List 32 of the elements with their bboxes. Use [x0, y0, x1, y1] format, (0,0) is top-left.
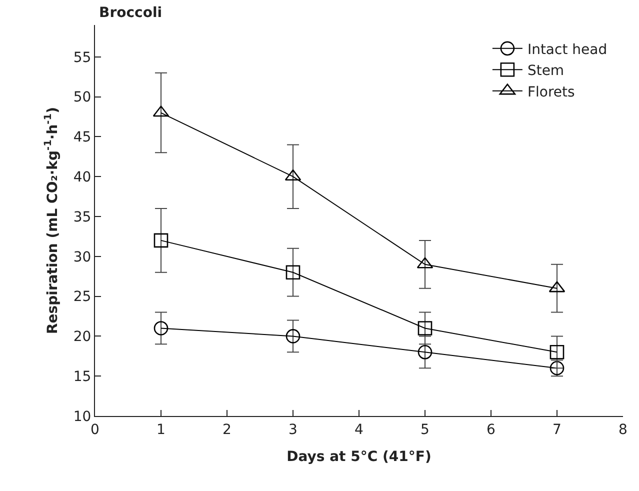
y-tick-label: 15 [73, 369, 92, 385]
y-tick-label: 50 [73, 90, 92, 106]
x-tick-label: 2 [222, 422, 232, 438]
point [418, 321, 432, 336]
x-tick-label: 0 [90, 422, 100, 438]
y-tick-label: 40 [73, 170, 92, 186]
x-tick-label: 4 [354, 422, 364, 438]
point [284, 169, 302, 181]
point [550, 345, 564, 360]
point [154, 233, 168, 248]
y-tick-label: 55 [73, 50, 92, 66]
y-tick-label: 20 [73, 329, 92, 346]
y-tick-label: 25 [73, 289, 92, 306]
x-tick-label: 7 [552, 422, 562, 438]
point [286, 329, 300, 344]
x-tick-label: 5 [420, 422, 430, 438]
legend-label: Florets [527, 84, 575, 100]
x-tick-label: 6 [486, 422, 496, 438]
y-tick-label: 10 [73, 408, 92, 425]
point [418, 345, 432, 360]
y-tick-label: 45 [73, 130, 92, 146]
y-tick-label: 30 [73, 249, 92, 266]
chart-title: Broccoli [99, 5, 162, 22]
y-tick-label: 35 [73, 209, 92, 226]
x-tick-label: 1 [156, 422, 166, 438]
x-tick-label: 8 [618, 422, 628, 438]
point [154, 321, 168, 336]
legend-label: Stem [527, 63, 564, 80]
point [286, 265, 300, 280]
x-tick-label: 3 [288, 422, 298, 438]
legend-label: Intact head [527, 42, 608, 58]
x-axis-title: Days at 5°C (41°F) [286, 449, 432, 466]
